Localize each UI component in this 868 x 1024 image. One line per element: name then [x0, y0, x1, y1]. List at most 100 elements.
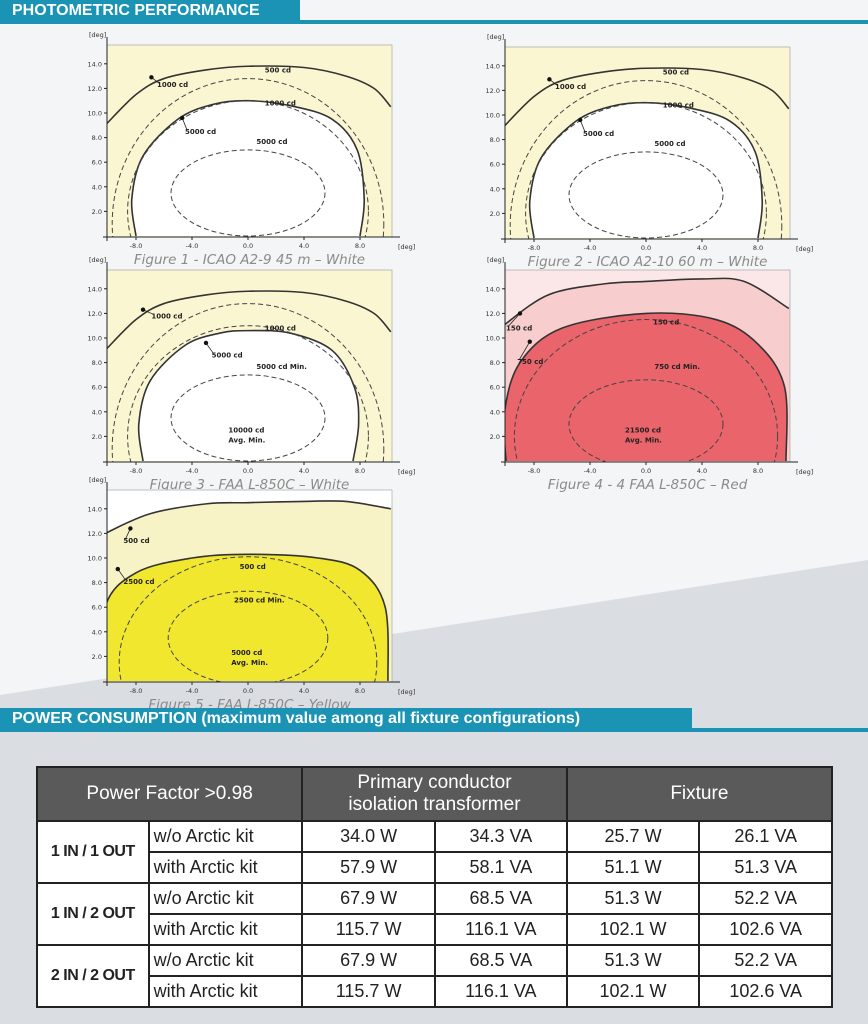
table-cell: 68.5 VA — [433, 944, 568, 977]
table-cell: 67.9 W — [301, 882, 436, 915]
axis-unit: [deg] — [796, 245, 813, 253]
inner-contour — [137, 329, 360, 462]
table-cell: 25.7 W — [565, 820, 701, 853]
inner-region — [131, 100, 365, 236]
y-tick-label: 4.0 — [490, 408, 500, 416]
table-cell: 67.9 W — [301, 944, 436, 977]
table-cell: 68.5 VA — [433, 882, 568, 915]
header-cell: Power Factor >0.98 — [35, 766, 304, 822]
outer-region — [505, 270, 790, 325]
figure-caption: Figure 4 - 4 FAA L-850C – Red — [548, 477, 748, 493]
contour-label: 750 cd — [517, 358, 543, 366]
outer-region — [505, 47, 790, 126]
dashed-contour — [111, 78, 385, 237]
marker — [578, 117, 583, 123]
outer-region — [107, 270, 392, 349]
y-tick-label: 6.0 — [490, 384, 500, 392]
x-tick-label: 4.0 — [299, 242, 309, 250]
y-tick-label: 10.0 — [486, 112, 500, 120]
y-tick-label: 10.0 — [88, 110, 102, 118]
marker — [547, 77, 552, 82]
x-tick-label: -8.0 — [130, 687, 143, 695]
table-cell: 52.2 VA — [698, 882, 833, 915]
table-cell: w/o Arctic kit — [147, 882, 304, 915]
y-tick-label: 8.0 — [490, 359, 500, 367]
x-tick-label: 8.0 — [355, 242, 365, 250]
inner-region — [529, 102, 763, 238]
outer-contour — [107, 500, 391, 534]
contour-label: 5000 cd — [212, 352, 243, 360]
plot-area — [107, 490, 392, 682]
y-tick-label: 4.0 — [490, 185, 500, 193]
isophote-diagram: [deg] [deg] 14.0 12.0 10.0 8.0 6.0 4.0 2.0 -8.0 -4… — [88, 31, 416, 268]
table-cell: with Arctic kit — [147, 851, 304, 884]
contour-label: Avg. Min. — [625, 437, 662, 445]
y-tick-label: 12.0 — [486, 87, 500, 95]
table-cell: w/o Arctic kit — [147, 820, 304, 853]
x-tick-label: 4.0 — [299, 687, 309, 695]
y-tick-label: 2.0 — [490, 433, 500, 441]
dashed-contour — [170, 149, 326, 237]
axis-unit: [deg] — [89, 256, 106, 264]
x-tick-label: -4.0 — [584, 467, 597, 475]
y-tick-label: 10.0 — [88, 555, 102, 563]
bar-line — [0, 20, 868, 24]
marker — [128, 526, 133, 531]
y-tick-label: 8.0 — [92, 579, 102, 587]
contour-label: 2500 cd — [123, 578, 154, 586]
axis-unit: [deg] — [398, 243, 415, 251]
y-tick-label: 2.0 — [490, 210, 500, 218]
marker — [180, 115, 185, 121]
y-tick-label: 8.0 — [490, 136, 500, 144]
y-tick-label: 14.0 — [88, 505, 102, 513]
y-tick-label: 6.0 — [92, 159, 102, 167]
dashed-contour — [568, 151, 724, 239]
marker — [140, 307, 146, 312]
table-row: 1 IN / 2 OUT w/o Arctic kit 67.9 W 68.5 VA 5… — [36, 882, 833, 946]
x-tick-label: -8.0 — [528, 244, 541, 252]
x-tick-label: 8.0 — [753, 244, 763, 252]
x-tick-label: 4.0 — [299, 467, 309, 475]
contour-label: 5000 cd — [185, 128, 216, 136]
x-tick-label: 8.0 — [753, 467, 763, 475]
y-tick-label: 4.0 — [92, 408, 102, 416]
axis-unit: [deg] — [89, 31, 106, 39]
contour-label: 1000 cd — [663, 102, 694, 110]
dashed-contour — [509, 80, 783, 239]
x-tick-label: 0.0 — [243, 467, 253, 475]
plot-area — [107, 270, 392, 462]
leader — [507, 313, 521, 327]
marker — [149, 75, 154, 80]
y-tick-label: 10.0 — [88, 335, 102, 343]
contour-label: Avg. Min. — [231, 659, 268, 667]
inner-region — [107, 554, 389, 681]
x-tick-label: 0.0 — [243, 242, 253, 250]
table-cell: 57.9 W — [301, 851, 436, 884]
y-tick-label: 12.0 — [88, 310, 102, 318]
group-label: 1 IN / 2 OUT — [36, 882, 150, 946]
y-tick-label: 14.0 — [88, 60, 102, 68]
x-tick-label: 4.0 — [697, 244, 707, 252]
marker — [527, 339, 532, 344]
dashed-contour — [568, 379, 724, 462]
table-row: 2 IN / 2 OUT w/o Arctic kit 67.9 W 68.5 VA 5… — [36, 944, 833, 1008]
outer-contour — [107, 290, 392, 350]
contour-label: 500 cd — [265, 66, 291, 74]
table-row: with Arctic kit 115.7 W 116.1 VA 102.1 W 102… — [37, 913, 833, 946]
figure-caption: Figure 2 - ICAO A2-10 60 m – White — [528, 254, 768, 270]
x-tick-label: -8.0 — [130, 467, 143, 475]
y-tick-label: 4.0 — [92, 628, 102, 636]
contour-label: 500 cd — [663, 68, 689, 76]
dashed-contour — [167, 590, 329, 682]
table-row: 1 IN / 1 OUT w/o Arctic kit 34.0 W 34.3 VA 2… — [36, 820, 833, 884]
outer-region — [107, 45, 392, 124]
power-table: Power Factor >0.98 Primary conductor isol… — [35, 766, 834, 1008]
contour-label: 750 cd Min. — [654, 363, 700, 371]
outer-contour — [505, 277, 790, 326]
dashed-contour — [111, 303, 385, 462]
table-cell: 51.3 W — [565, 944, 701, 977]
contour-label: 21500 cd — [625, 427, 661, 435]
bar-line — [0, 728, 868, 732]
plot-area — [505, 47, 790, 239]
x-tick-label: 0.0 — [243, 687, 253, 695]
